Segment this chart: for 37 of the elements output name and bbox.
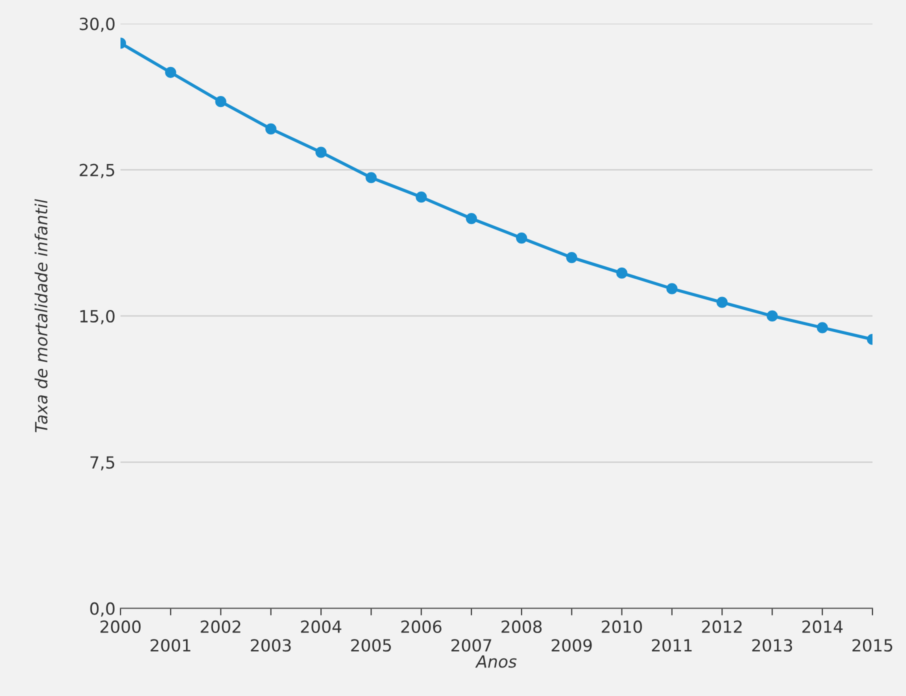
x-tick-label: 2000 [100,620,141,634]
y-tick-label: 22,5 [80,164,114,178]
x-tick-label: 2011 [652,639,692,652]
x-tick-label: 2007 [451,639,492,652]
point [766,310,778,322]
point [215,96,226,108]
x-axis-title: Anos [475,655,517,668]
x-tick-label: 2003 [250,639,291,652]
x-tick-label: 2006 [401,620,442,634]
y-tick-label: 30,0 [80,18,115,32]
x-tick-label: 2001 [150,639,190,652]
point [315,146,327,158]
x-tick-label: 2005 [351,639,391,652]
x-tick-label: 2009 [552,639,592,652]
y-tick-label: 15,0 [80,310,115,324]
point [816,322,828,334]
x-tick-label: 2008 [502,620,542,634]
point [366,172,377,184]
x-tick-label: 2004 [301,620,342,634]
point [265,123,276,134]
x-tick-label: 2012 [702,620,742,634]
x-tick-label: 2002 [200,620,240,634]
x-tick-label: 2010 [602,620,642,634]
y-tick-label: 7,5 [90,456,114,470]
point [165,66,176,78]
point [566,252,578,264]
point [666,283,678,294]
point [516,232,528,244]
x-tick-label: 2015 [852,639,892,652]
x-tick-label: 2013 [752,639,792,652]
point [716,296,728,308]
point [616,268,628,279]
x-tick-label: 2014 [802,620,843,634]
point [416,192,427,203]
y-tick-label: 0,0 [90,602,115,617]
y-axis-title: Taxa de mortalidade infantil [34,199,48,432]
point [466,212,477,224]
